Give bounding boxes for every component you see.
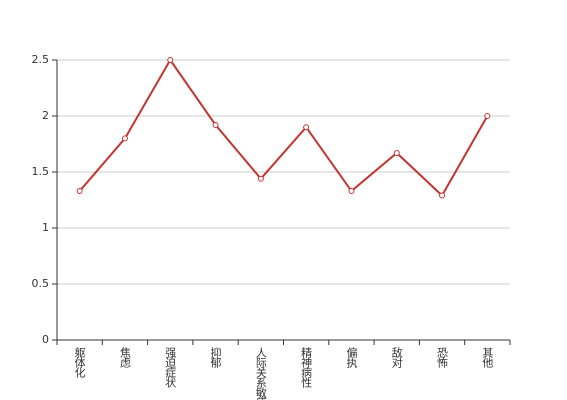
- point: [393, 149, 400, 156]
- x-tick-label: 抑郁: [209, 346, 222, 368]
- x-tick-label: 精神病性: [300, 347, 313, 389]
- y-tick-label: 2.5: [32, 53, 50, 66]
- x-tick-label: 偏执: [345, 346, 358, 369]
- y-tick-label: 0.5: [32, 277, 50, 290]
- point: [121, 135, 128, 142]
- point: [167, 57, 174, 63]
- point: [348, 188, 355, 195]
- point: [303, 124, 310, 131]
- point: [76, 188, 83, 195]
- y-tick-label: 2: [42, 109, 49, 122]
- x-tick-label: 其他: [481, 347, 494, 368]
- x-tick-label: 躯体化: [73, 347, 86, 379]
- point: [212, 121, 219, 128]
- x-tick-label: 焦虑: [118, 347, 131, 368]
- y-tick-label: 0: [42, 333, 49, 346]
- x-tick-label: 敌对: [390, 346, 403, 368]
- y-tick-label: 1.5: [32, 165, 50, 178]
- x-tick-label: 人际关系敏感: [254, 347, 267, 400]
- x-tick-label: 恐怖: [436, 347, 449, 368]
- x-tick-label: 强迫症状: [164, 347, 177, 388]
- point: [439, 192, 446, 199]
- line: [78, 58, 489, 198]
- point: [484, 113, 491, 119]
- y-tick-label: 1: [42, 221, 49, 234]
- point: [257, 175, 264, 182]
